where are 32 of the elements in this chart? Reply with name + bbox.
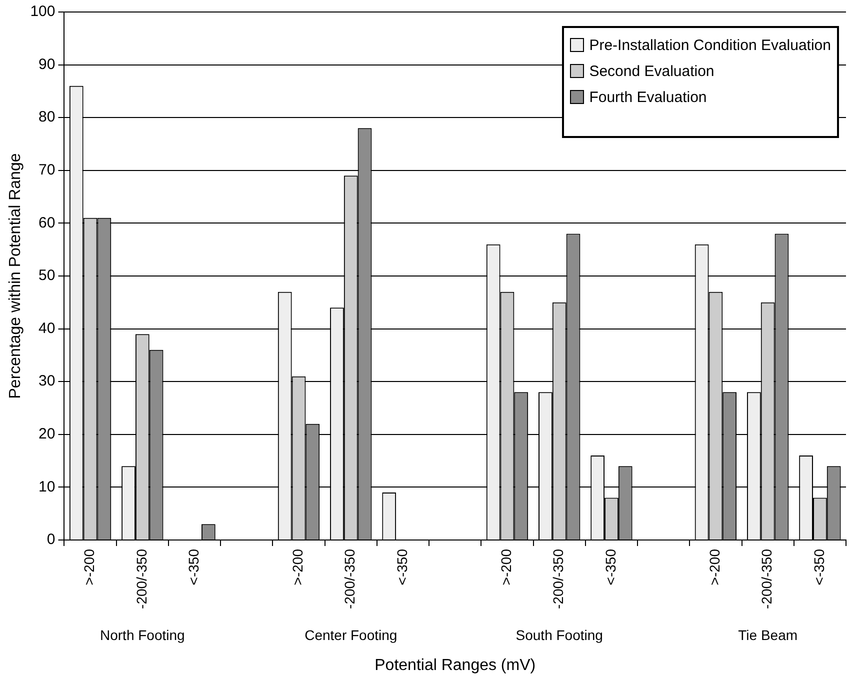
legend-label: Second Evaluation (589, 62, 714, 80)
y-tick-label: 20 (38, 426, 56, 443)
y-tick-label: 0 (46, 531, 56, 548)
y-tick-label: 90 (38, 56, 56, 73)
x-tick-label: <-350 (602, 548, 618, 586)
y-tick-label: 100 (30, 3, 56, 20)
x-tick-label: <-350 (185, 548, 202, 586)
x-tick-label: -200/-350 (133, 548, 150, 609)
y-axis-title: Percentage within Potential Range (7, 153, 24, 399)
x-tick-label: -200/-350 (342, 548, 358, 609)
legend-label: Pre-Installation Condition Evaluation (589, 36, 831, 54)
x-tick-label: >-200 (81, 548, 98, 586)
text: North Footing (100, 626, 185, 643)
y-tick-label: 40 (38, 320, 56, 337)
legend-label: Fourth Evaluation (589, 88, 707, 106)
x-tick-label: -200/-350 (758, 548, 775, 609)
x-tick-label: >-200 (706, 548, 723, 586)
text: South Footing (516, 626, 603, 643)
x-tick-label: <-350 (394, 548, 410, 586)
x-tick-label: >-200 (498, 548, 514, 586)
text: Tie Beam (738, 626, 798, 643)
x-tick-label: -200/-350 (550, 548, 566, 609)
y-tick-label: 70 (38, 162, 56, 179)
x-tick-label: <-350 (810, 548, 827, 586)
y-tick-label: 60 (38, 214, 56, 232)
text: Center Footing (304, 626, 398, 643)
x-axis-title: Potential Ranges (mV) (374, 656, 536, 674)
y-tick-label: 10 (38, 478, 56, 496)
y-tick-label: 80 (38, 108, 56, 126)
y-tick-label: 30 (38, 372, 56, 390)
y-tick-label: 50 (38, 267, 56, 284)
x-tick-label: >-200 (290, 548, 306, 586)
